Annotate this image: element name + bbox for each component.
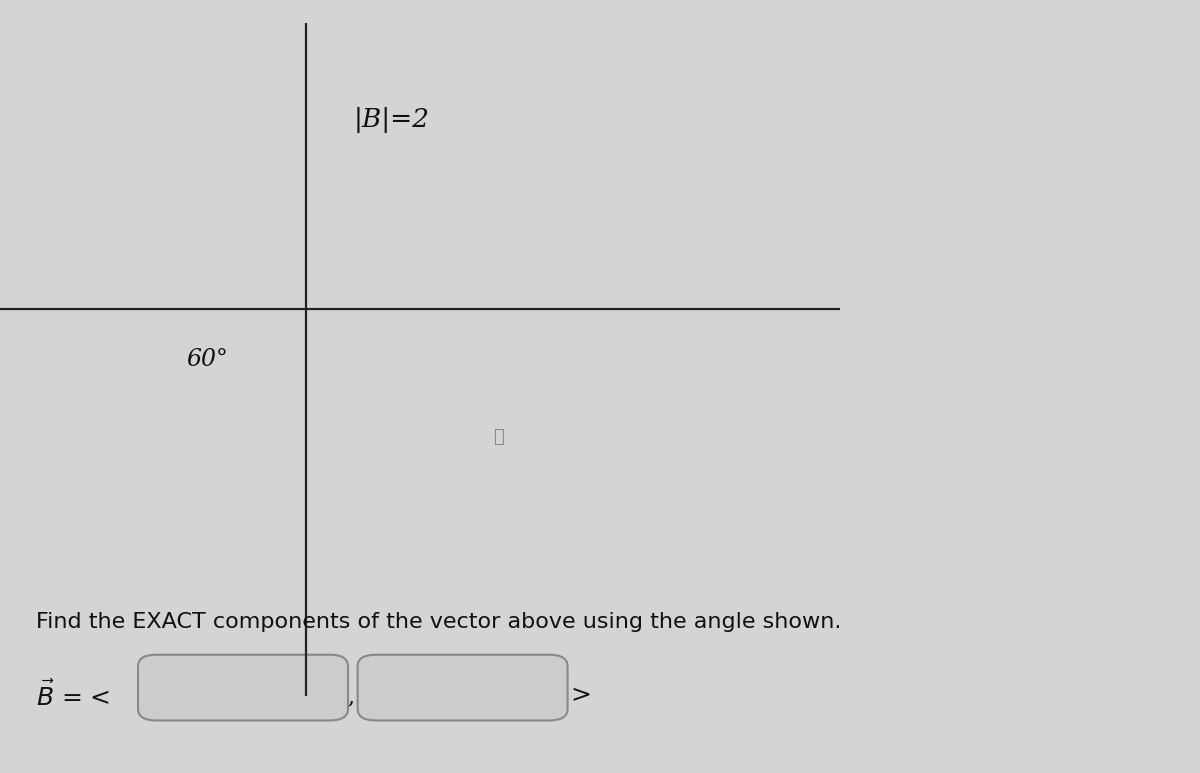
FancyBboxPatch shape — [138, 655, 348, 720]
Text: ,: , — [347, 686, 354, 708]
Text: >: > — [570, 684, 590, 707]
Text: ⌕: ⌕ — [493, 427, 503, 446]
Text: |B|=2: |B|=2 — [354, 107, 430, 133]
FancyBboxPatch shape — [358, 655, 568, 720]
Text: Find the EXACT components of the vector above using the angle shown.: Find the EXACT components of the vector … — [36, 612, 841, 632]
Text: $\vec{B}$ = <: $\vec{B}$ = < — [36, 681, 110, 710]
Text: 60°: 60° — [186, 348, 228, 371]
